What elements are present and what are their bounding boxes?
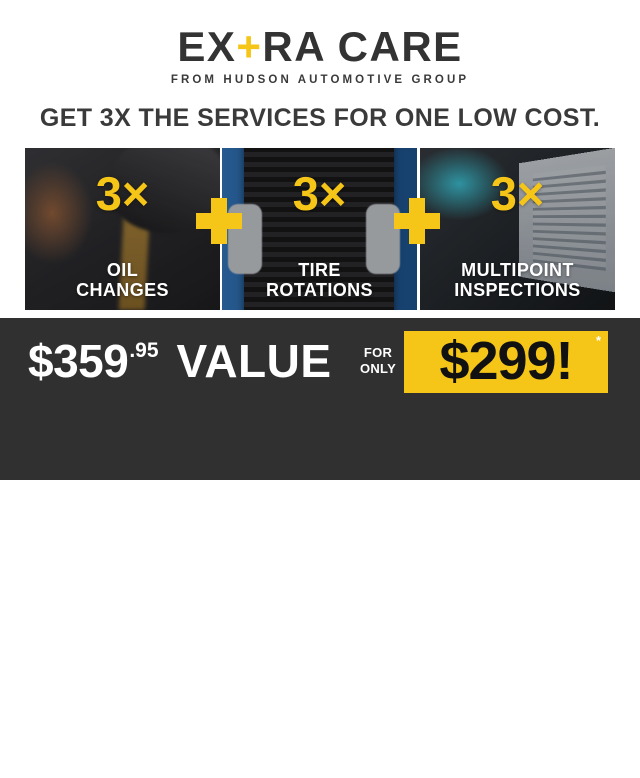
disclaimer-line-3: plans expire 48 months after purchase un…	[125, 751, 515, 758]
service-name-line1: MULTIPOINT	[461, 259, 574, 280]
logo-text-part1: EX	[177, 23, 237, 70]
service-name: OIL CHANGES	[25, 260, 220, 300]
price-amount: $299!	[439, 330, 573, 391]
tire-photo	[222, 148, 417, 310]
extra-care-advertisement: EX+RA CARE FROM HUDSON AUTOMOTIVE GROUP …	[0, 0, 640, 480]
service-name-line2: ROTATIONS	[266, 279, 373, 300]
service-name: TIRE ROTATIONS	[222, 260, 417, 300]
value-line: $359 .95 VALUE	[28, 338, 332, 384]
value-word: VALUE	[176, 335, 332, 387]
disclaimer-line-2: Shelby Mustang, Ford Roush Mustang, Chev…	[118, 742, 522, 749]
oil-pouring-photo	[25, 148, 220, 310]
panel-scrim	[25, 148, 220, 310]
only-label: ONLY	[359, 361, 397, 377]
service-name-line2: INSPECTIONS	[454, 279, 581, 300]
brand-logo: EX+RA CARE FROM HUDSON AUTOMOTIVE GROUP	[0, 26, 640, 87]
price-asterisk: *	[596, 333, 602, 348]
service-name-line1: TIRE	[298, 259, 341, 280]
multiplier-label: 3×	[95, 167, 150, 220]
price-callout-box: $299!	[404, 331, 608, 393]
value-cents: .95	[129, 339, 159, 362]
multiplier-label: 3×	[490, 167, 545, 220]
disclaimer-line-5: on manufacturer recommendations. Diesel …	[192, 769, 448, 776]
multiplier-label: 3×	[292, 167, 347, 220]
service-name-line1: OIL	[106, 259, 139, 280]
disclaimer-line-4: canceled within 30 days if no services h…	[122, 760, 518, 767]
service-panel-oil-changes: 3× OIL CHANGES	[25, 148, 220, 310]
value-amount: $359	[28, 335, 129, 387]
service-name-line2: CHANGES	[76, 279, 169, 300]
service-panel-tire-rotations: 3× TIRE ROTATIONS	[222, 148, 417, 310]
service-panel-multipoint-inspections: 3× MULTIPOINT INSPECTIONS	[420, 148, 615, 310]
logo-wordmark: EX+RA CARE	[177, 26, 462, 68]
panel-scrim	[420, 148, 615, 310]
panel-scrim	[222, 148, 417, 310]
logo-subtitle: FROM HUDSON AUTOMOTIVE GROUP	[170, 74, 470, 86]
plus-separator-icon-1	[196, 198, 242, 244]
logo-plus-icon: +	[236, 23, 263, 70]
plus-separator-icon-2	[394, 198, 440, 244]
diagnostic-laptop-photo	[420, 148, 615, 310]
logo-text-part2: RA CARE	[262, 23, 463, 70]
for-label: FOR	[363, 345, 393, 360]
service-panels: 3× OIL CHANGES 3× TIRE ROTATIONS 3× MULT…	[0, 148, 640, 310]
for-only-label: FOR ONLY	[355, 345, 401, 378]
service-name: MULTIPOINT INSPECTIONS	[420, 260, 615, 300]
headline: GET 3X THE SERVICES FOR ONE LOW COST.	[39, 104, 601, 132]
disclaimer-line-1: *Excludes Dodge Viper, SRT Motors, Sprin…	[112, 734, 528, 740]
disclaimer-text: *Excludes Dodge Viper, SRT Motors, Sprin…	[30, 733, 610, 778]
